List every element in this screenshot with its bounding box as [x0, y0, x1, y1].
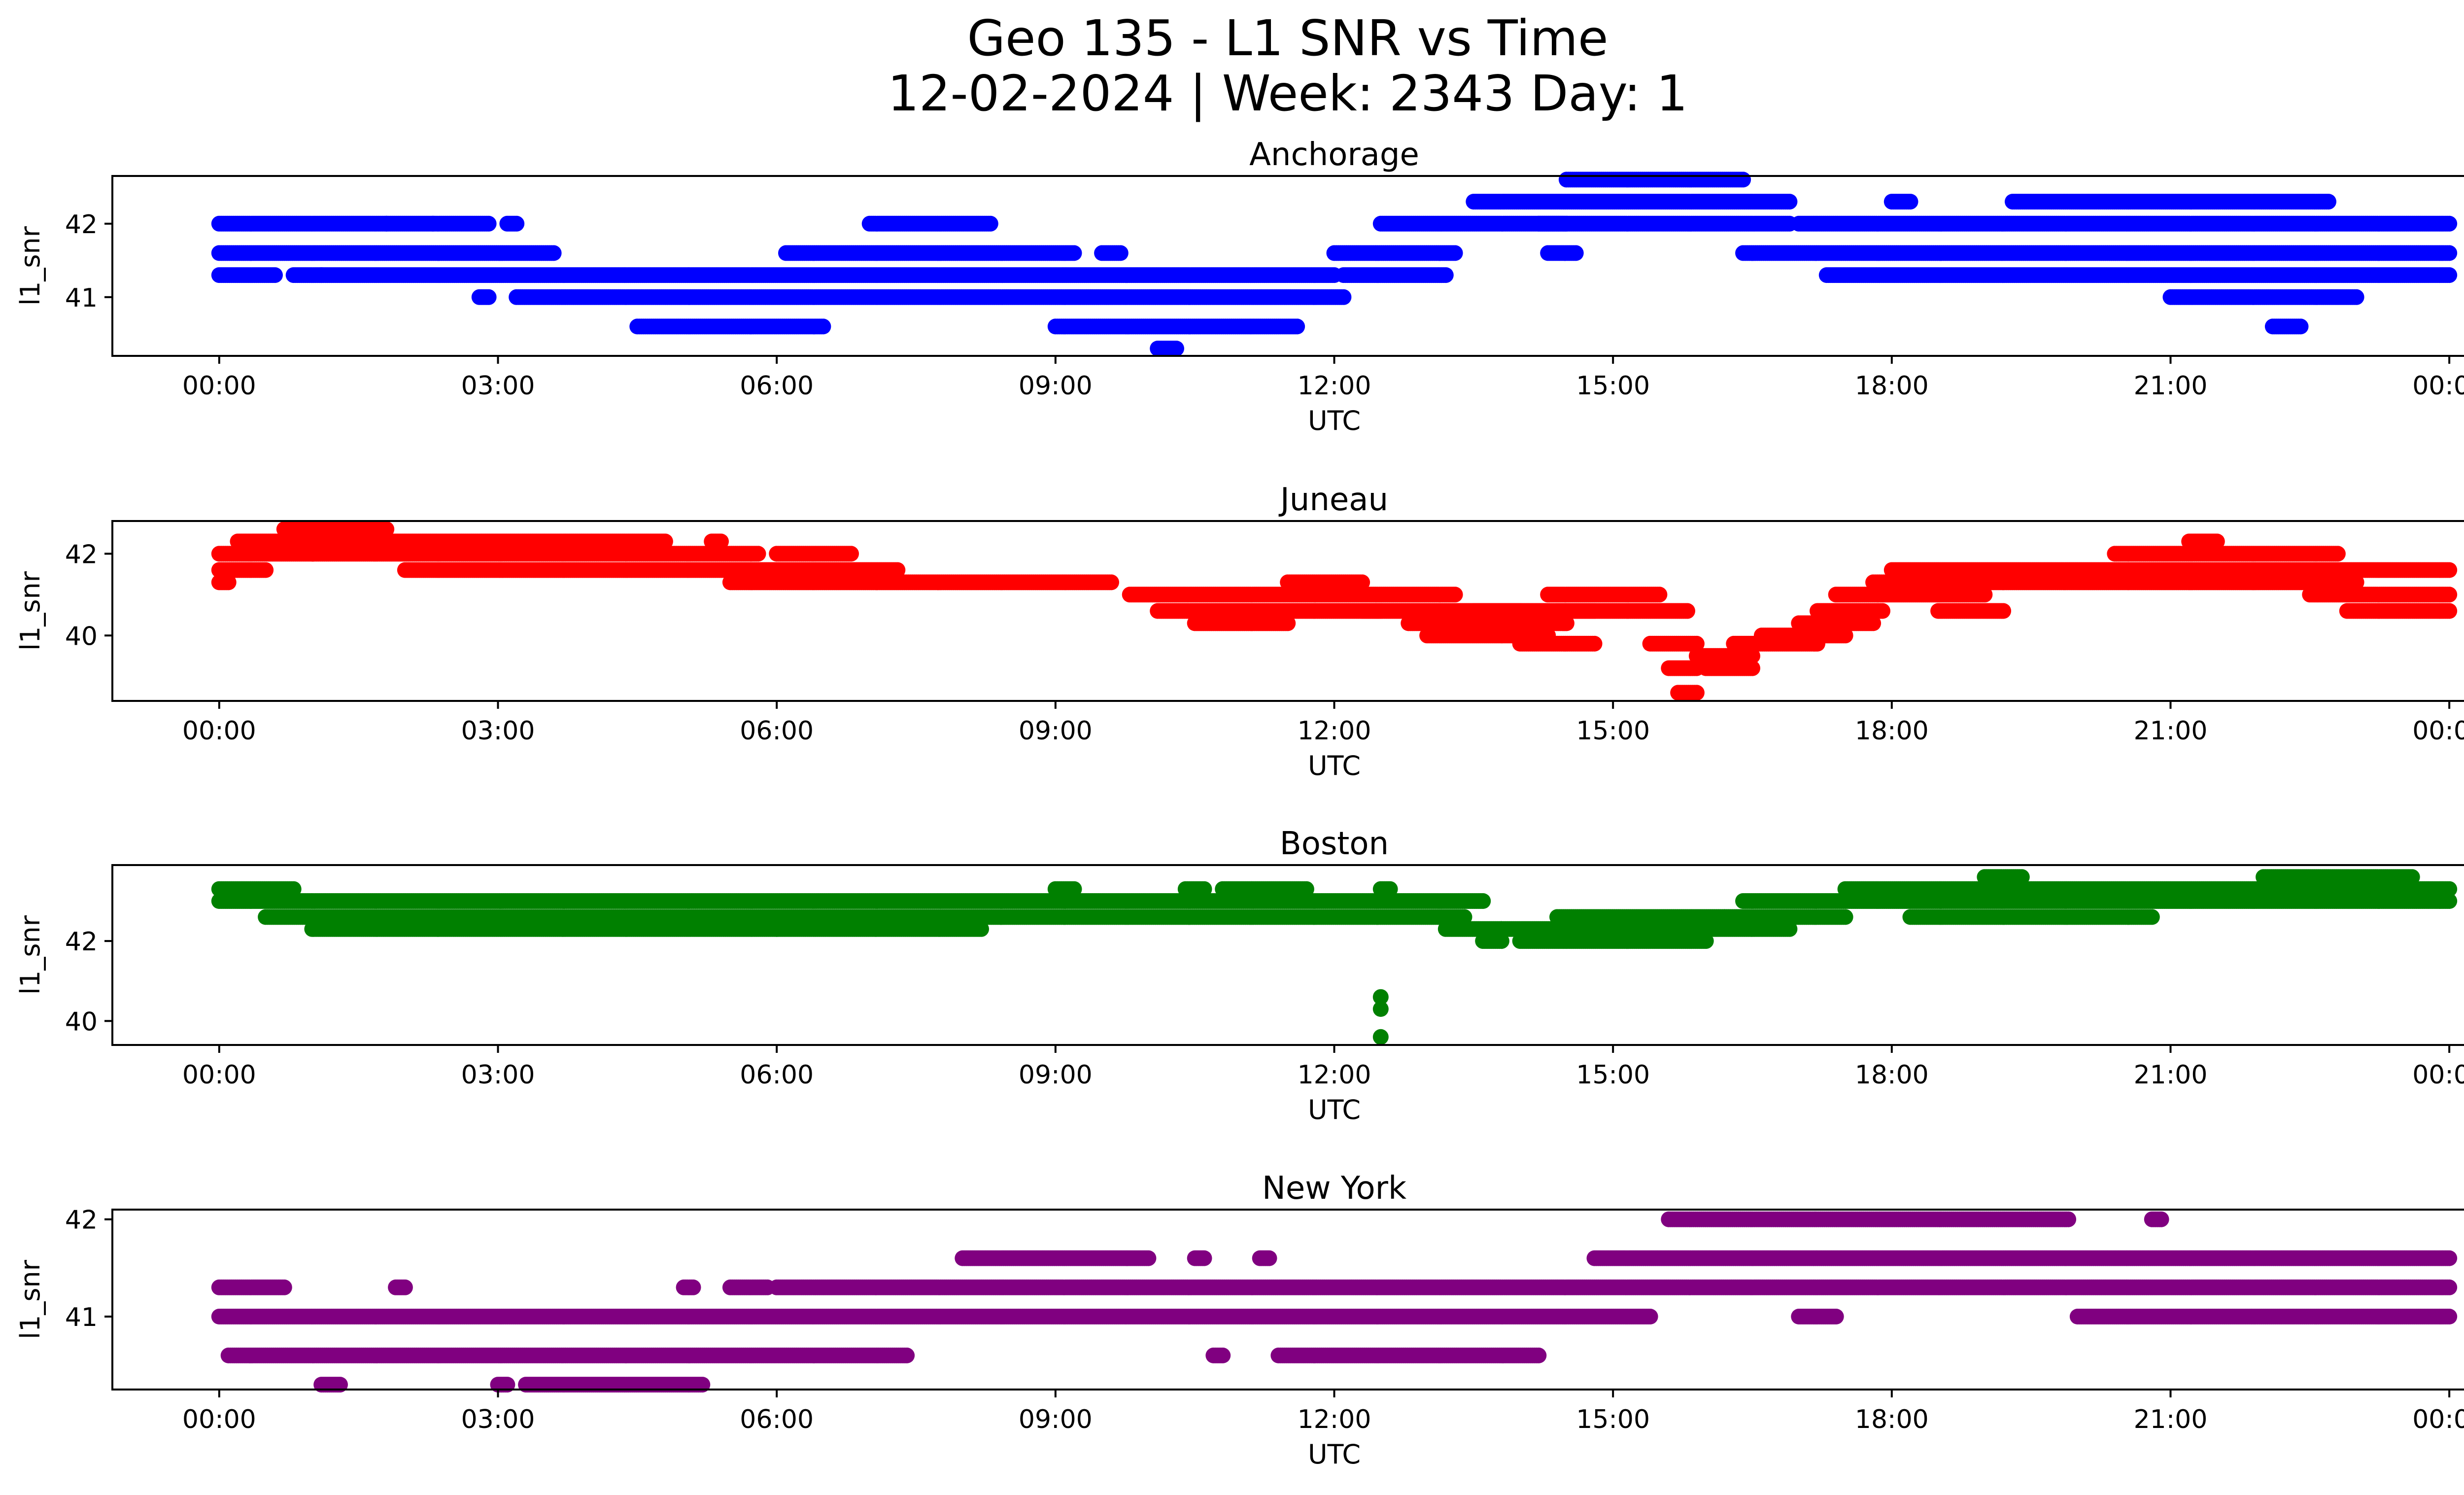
data-point — [713, 533, 729, 550]
data-point — [1335, 289, 1352, 305]
x-tick-label: 09:00 — [1019, 371, 1093, 401]
data-point — [2441, 215, 2458, 232]
data-point — [1437, 267, 1454, 283]
y-tick-label: 42 — [65, 210, 98, 240]
y-axis-label: l1_snr — [15, 226, 46, 306]
data-point — [1902, 194, 1918, 210]
data-point — [258, 562, 274, 578]
scatter-series-anchorage — [211, 172, 2458, 357]
data-point — [480, 215, 497, 232]
data-point — [1168, 341, 1184, 357]
x-tick-label: 00:00 — [182, 371, 256, 401]
figure-title-line1: Geo 135 - L1 SNR vs Time — [967, 9, 1608, 67]
data-point — [267, 267, 283, 283]
panels: Anchorage 00:00 03:00 06:00 09:00 12:00 15:00 1… — [15, 137, 2464, 1470]
panel-title-anchorage: Anchorage — [1249, 137, 1419, 173]
y-tick-label: 41 — [65, 283, 98, 313]
x-axis-label: UTC — [1308, 405, 1361, 436]
x-tick-label: 15:00 — [1576, 371, 1650, 401]
data-point — [480, 289, 497, 305]
data-point — [1103, 574, 1119, 591]
data-point — [1112, 245, 1129, 261]
data-point — [1289, 318, 1305, 335]
data-point — [750, 546, 766, 562]
data-point — [843, 546, 859, 562]
data-point — [1066, 245, 1082, 261]
figure-title-line2: 12-02-2024 | Week: 2343 Day: 1 — [888, 65, 1687, 122]
data-point — [1447, 245, 1463, 261]
x-tick-label: 06:00 — [740, 371, 814, 401]
x-tick-label: 21:00 — [2134, 371, 2208, 401]
data-point — [509, 215, 525, 232]
data-point — [2293, 318, 2309, 335]
data-point — [2441, 267, 2458, 283]
data-point — [2321, 194, 2336, 210]
scatter-series-juneau — [211, 521, 2458, 701]
data-point — [815, 318, 831, 335]
x-tick-label: 03:00 — [461, 371, 535, 401]
data-point — [657, 533, 673, 550]
panel-title-juneau: Juneau — [1278, 482, 1388, 518]
data-point — [1354, 574, 1370, 591]
panel-anchorage: Anchorage 00:00 03:00 06:00 09:00 12:00 15:00 1… — [15, 137, 2464, 436]
data-point — [2441, 245, 2458, 261]
x-tick-label: 18:00 — [1855, 371, 1929, 401]
data-point — [546, 245, 562, 261]
x-tick-label: 00:00 — [2412, 371, 2464, 401]
data-point — [1735, 172, 1751, 188]
data-point — [982, 215, 998, 232]
data-point — [1781, 194, 1798, 210]
data-point — [1447, 587, 1463, 603]
data-point — [1568, 245, 1584, 261]
x-tick-label: 12:00 — [1298, 371, 1371, 401]
data-point — [1280, 615, 1296, 631]
data-point — [2348, 289, 2364, 305]
